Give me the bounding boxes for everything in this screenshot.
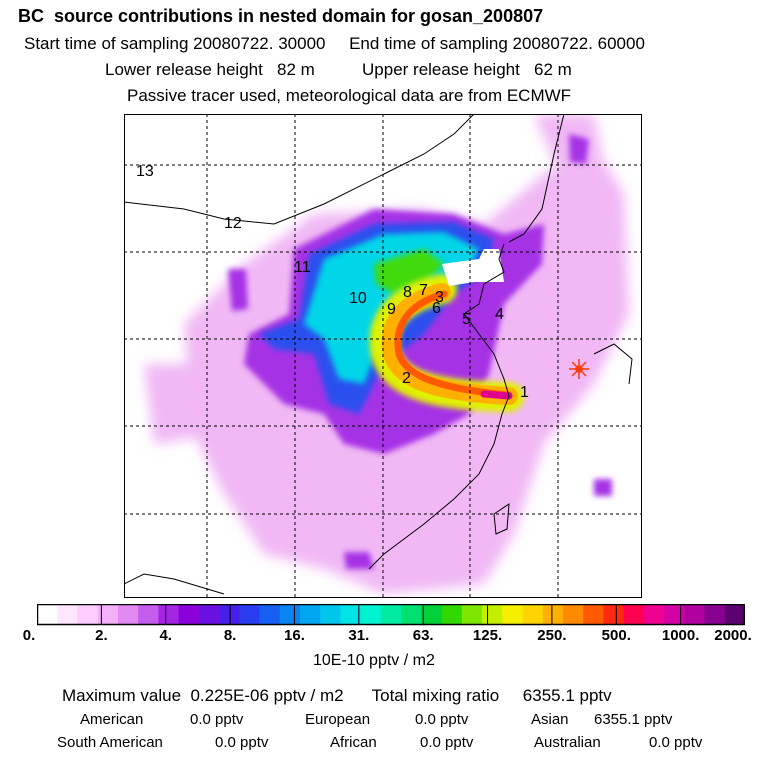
colorbar-swatch bbox=[138, 604, 159, 625]
colorbar-tick-label: 2000. bbox=[714, 627, 752, 644]
colorbar-swatch bbox=[583, 604, 604, 625]
colorbar-swatch bbox=[239, 604, 261, 625]
colorbar-swatch bbox=[724, 604, 745, 625]
plot-title: BC source contributions in nested domain… bbox=[18, 6, 544, 26]
colorbar-swatch bbox=[360, 604, 382, 625]
colorbar-swatch bbox=[279, 604, 301, 625]
stat-asian-value: 6355.1 pptv bbox=[594, 711, 673, 728]
colorbar-swatch bbox=[380, 604, 402, 625]
colorbar-swatch bbox=[522, 604, 544, 625]
colorbar-swatch bbox=[401, 604, 422, 625]
colorbar-swatch bbox=[158, 604, 180, 625]
stat-european-value: 0.0 pptv bbox=[415, 711, 469, 728]
colorbar-tick-label: 2. bbox=[95, 627, 108, 644]
color-scale-bar bbox=[37, 604, 745, 626]
colorbar-swatch bbox=[57, 604, 79, 625]
colorbar-swatch bbox=[664, 604, 685, 625]
colorbar-swatch bbox=[421, 604, 443, 625]
colorbar-swatch bbox=[542, 604, 564, 625]
colorbar-units: 10E-10 pptv / m2 bbox=[313, 652, 435, 669]
colorbar-swatch bbox=[461, 604, 483, 625]
colorbar-tick-label: 125. bbox=[472, 627, 503, 644]
stat-european-name: European bbox=[305, 711, 371, 728]
region-label-1: 1 bbox=[520, 384, 529, 401]
colorbar-tick-label: 0. bbox=[22, 627, 36, 644]
region-label-13: 13 bbox=[136, 163, 154, 180]
colorbar-tick-label: 500. bbox=[601, 627, 631, 644]
colorbar-swatch bbox=[198, 604, 220, 625]
colorbar-tick-label: 4. bbox=[159, 627, 172, 644]
contribution-map: 13 12 11 10 9 8 7 3 6 5 4 2 1 bbox=[124, 114, 642, 598]
stat-american-name: American bbox=[80, 711, 144, 728]
region-label-5: 5 bbox=[462, 311, 471, 328]
coastlines bbox=[124, 114, 633, 595]
colorbar-swatch bbox=[219, 604, 240, 625]
stat-african-value: 0.0 pptv bbox=[420, 734, 474, 751]
total-mixing-ratio: Total mixing ratio 6355.1 pptv bbox=[371, 686, 612, 705]
sampling-time-line: Start time of sampling 20080722. 30000 E… bbox=[24, 34, 645, 53]
stat-american-value: 0.0 pptv bbox=[190, 711, 244, 728]
colorbar-tick-label: 1000. bbox=[661, 627, 700, 644]
colorbar-swatch bbox=[178, 604, 200, 625]
sea-gap bbox=[442, 249, 504, 286]
green-field bbox=[374, 249, 444, 294]
high-concentration-plume bbox=[369, 274, 524, 412]
region-label-3: 3 bbox=[435, 289, 444, 306]
colorbar-swatch bbox=[117, 604, 139, 625]
summary-max-row: Maximum value 0.225E-06 pptv / m2 Total … bbox=[62, 686, 612, 706]
color-scale-ticks: 0. 2. 4. 8. 16. 31. 63. 125. 250. 500. 1000. 2000. bbox=[0, 627, 768, 647]
colorbar-swatch bbox=[603, 604, 625, 625]
colorbar-swatch bbox=[37, 604, 58, 625]
colorbar-swatch bbox=[562, 604, 584, 625]
region-label-12: 12 bbox=[224, 215, 242, 232]
region-label-11: 11 bbox=[294, 259, 311, 276]
region-label-6: 6 bbox=[432, 300, 441, 317]
colorbar-swatch bbox=[623, 604, 645, 625]
colorbar-swatch bbox=[299, 604, 321, 625]
region-label-4: 4 bbox=[495, 306, 504, 323]
stat-asian-name: Asian bbox=[531, 711, 569, 728]
colorbar-swatch bbox=[643, 604, 665, 625]
colorbar-swatch bbox=[441, 604, 463, 625]
region-label-9: 9 bbox=[387, 301, 396, 318]
region-label-2: 2 bbox=[402, 370, 411, 387]
colorbar-swatch bbox=[320, 604, 342, 625]
colorbar-swatch bbox=[684, 604, 706, 625]
colorbar-tick-label: 63. bbox=[412, 627, 434, 644]
release-height-line: Lower release height 82 m Upper release … bbox=[105, 60, 572, 79]
colorbar-swatch bbox=[704, 604, 726, 625]
colorbar-swatch bbox=[482, 604, 503, 625]
stat-south-american-name: South American bbox=[57, 734, 163, 751]
stat-south-american-value: 0.0 pptv bbox=[215, 734, 269, 751]
colorbar-swatch bbox=[259, 604, 281, 625]
stat-australian-name: Australian bbox=[534, 734, 601, 751]
stat-african-name: African bbox=[330, 734, 377, 751]
region-label-8: 8 bbox=[403, 284, 412, 301]
colorbar-tick-label: 8. bbox=[223, 627, 237, 644]
tracer-info-line: Passive tracer used, meteorological data… bbox=[127, 86, 572, 105]
receptor-star-icon bbox=[569, 359, 589, 379]
colorbar-tick-label: 250. bbox=[537, 627, 567, 644]
colorbar-swatch bbox=[340, 604, 362, 625]
colorbar-swatch bbox=[502, 604, 524, 625]
colorbar-swatch bbox=[77, 604, 99, 625]
grid-lines bbox=[124, 114, 642, 598]
region-label-7: 7 bbox=[419, 282, 428, 299]
colorbar-swatch bbox=[97, 604, 119, 625]
region-label-10: 10 bbox=[349, 290, 367, 307]
colorbar-tick-label: 16. bbox=[284, 627, 305, 644]
colorbar-tick-label: 31. bbox=[348, 627, 370, 644]
stat-australian-value: 0.0 pptv bbox=[649, 734, 703, 751]
maximum-value: Maximum value 0.225E-06 pptv / m2 bbox=[62, 686, 344, 705]
